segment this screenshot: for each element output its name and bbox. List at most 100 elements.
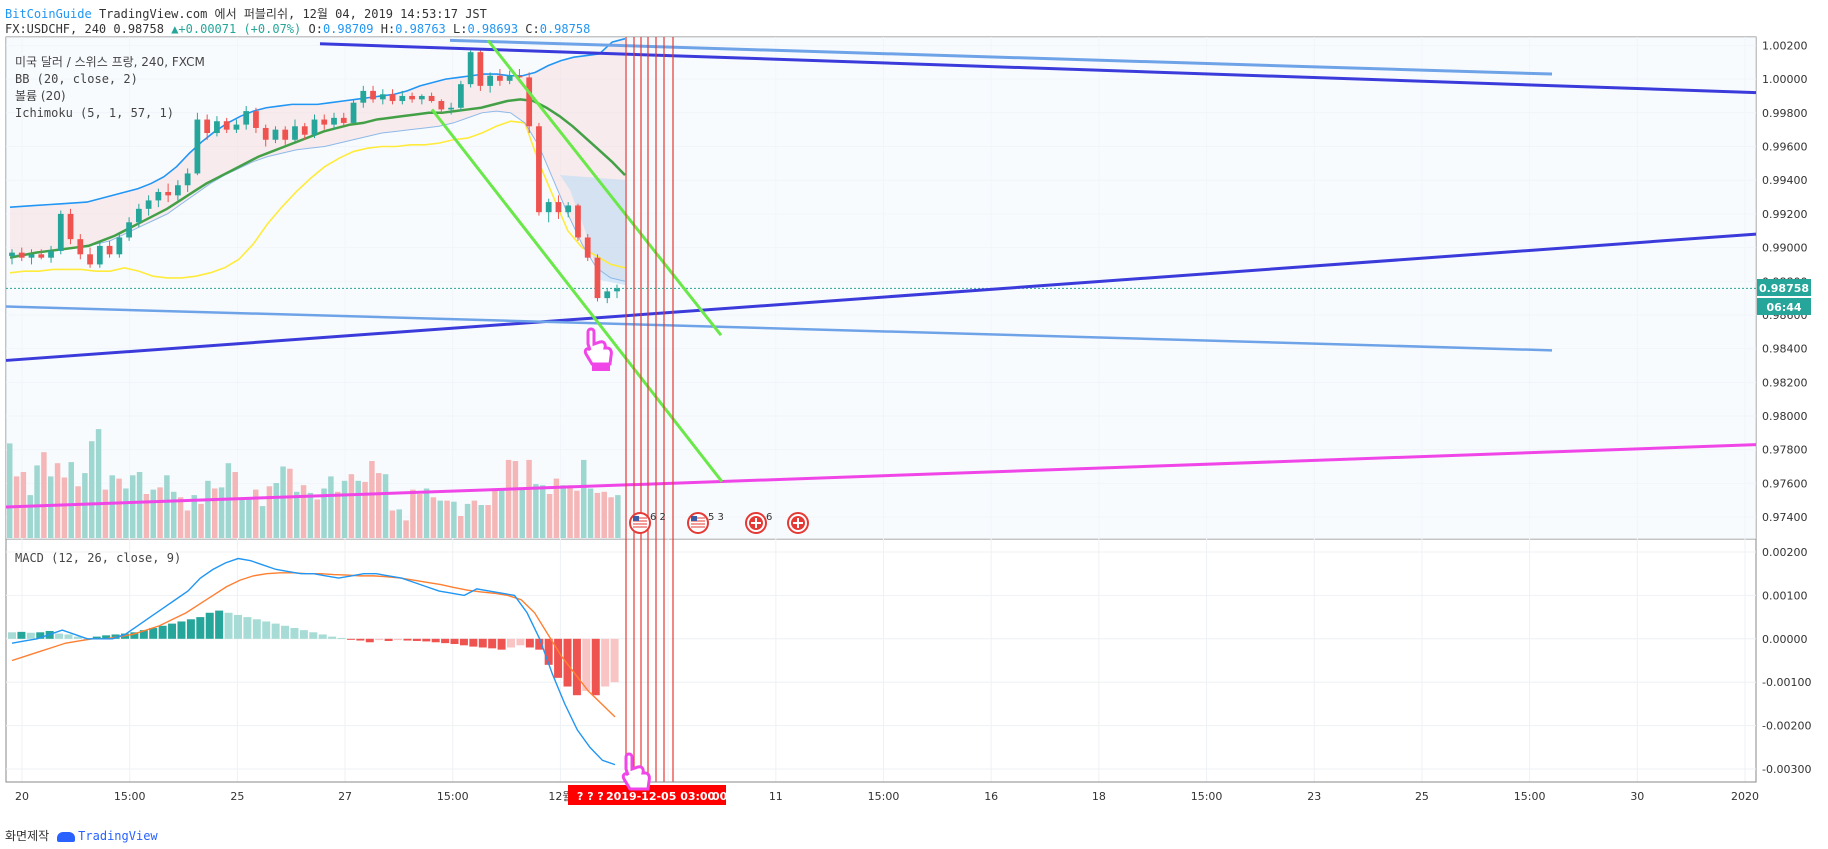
price-tick-label: 0.99400 — [1762, 174, 1808, 187]
ohlc-header: FX:USDCHF, 240 0.98758 ▲+0.00071 (+0.07%… — [5, 22, 590, 36]
volume-bar — [123, 488, 129, 538]
macd-histogram-bar — [233, 614, 242, 639]
candle-body — [379, 94, 386, 100]
volume-bar — [300, 485, 307, 538]
volume-bar — [136, 472, 143, 538]
macd-histogram-bar — [365, 638, 374, 643]
macd-histogram-bar — [375, 638, 384, 641]
pointing-hand-icon — [583, 327, 613, 371]
flag-canton — [633, 516, 639, 521]
candle-body — [555, 202, 562, 213]
candle-body — [331, 117, 337, 125]
candle-body — [126, 222, 132, 238]
time-tick-label: 30 — [1630, 790, 1644, 803]
footer-brand[interactable]: TradingView — [78, 829, 158, 843]
us-flag-icon[interactable]: 6 2 — [629, 512, 666, 534]
macd-histogram-bar — [158, 625, 167, 639]
macd-histogram-bar — [591, 638, 600, 696]
macd-histogram-bar — [337, 637, 346, 639]
footer: 화면제작 TradingView — [5, 827, 158, 844]
ch-flag-icon[interactable] — [787, 512, 809, 534]
candle-body — [116, 237, 123, 255]
macd-histogram-bar — [281, 625, 290, 639]
volume-bar — [348, 474, 355, 538]
candle-body — [526, 77, 533, 127]
macd-histogram-bar — [290, 627, 299, 639]
volume-bar — [280, 466, 286, 538]
trendline-falling — [319, 42, 1757, 95]
macd-tick-label: 0.00000 — [1762, 633, 1808, 646]
candles — [9, 48, 620, 304]
symbol-info: FX:USDCHF, 240 0.98758 — [5, 22, 164, 36]
volume-bar — [519, 487, 525, 538]
candle-body — [457, 84, 464, 108]
footer-prefix: 화면제작 — [5, 829, 50, 843]
macd-histogram-bar — [205, 612, 214, 639]
open-label: O: — [308, 22, 323, 36]
candle-body — [418, 95, 425, 100]
volume-bar — [458, 516, 464, 538]
time-tick-label: 15:00 — [437, 790, 469, 803]
macd-pane[interactable] — [5, 538, 1757, 783]
macd-tick-label: -0.00300 — [1762, 763, 1811, 776]
economic-events[interactable]: 6 2 5 3 6 — [629, 512, 809, 534]
candle-body — [194, 119, 201, 174]
candle-body — [584, 237, 591, 258]
candle-body — [428, 95, 435, 102]
volume-bar — [184, 510, 191, 538]
change-arrow-icon: ▲ — [171, 22, 179, 36]
legend-volume: 볼륨 (20) — [15, 89, 66, 103]
volume-bar — [328, 476, 334, 538]
axes: 1.00200 1.00000 0.99800 0.99600 0.99400 0.992… — [6, 39, 1811, 803]
macd-histogram-bar — [177, 621, 186, 639]
candle-body — [614, 288, 620, 292]
candle-body — [360, 90, 367, 103]
macd-histogram-bar — [403, 638, 412, 641]
time-tick-label: 23 — [1307, 790, 1321, 803]
time-tick-label: 27 — [338, 790, 352, 803]
macd-histogram-bar — [356, 638, 365, 641]
candle-body — [184, 173, 191, 186]
volume-bar — [574, 490, 580, 538]
volume-bar — [485, 505, 491, 538]
time-tick-label: 15:00 — [868, 790, 900, 803]
event-label: 6 2 — [650, 512, 666, 523]
macd-histogram-bar — [412, 638, 421, 641]
crosshair-time: 2019-12-05 03:00 — [606, 790, 716, 803]
volume-bar — [218, 487, 225, 538]
svg-text:? ? ?: ? ? ? — [577, 790, 604, 803]
volume-bar — [287, 468, 293, 538]
volume-bar — [253, 489, 259, 538]
volume-bar — [382, 474, 389, 538]
macd-histogram-bar — [525, 638, 534, 648]
indicator-lines — [6, 37, 1756, 289]
volume-bar — [177, 497, 184, 538]
volume-bar — [130, 475, 136, 538]
candle-body — [350, 102, 357, 123]
volume-bar — [34, 465, 40, 538]
macd-histogram-bar — [299, 630, 308, 639]
volume-bar — [294, 491, 300, 538]
macd-indicator — [8, 557, 619, 766]
volume-bar — [417, 494, 423, 538]
macd-histogram-bar — [497, 638, 506, 650]
last-price-tag: 0.98758 06:44 — [1757, 279, 1811, 315]
us-flag-icon[interactable]: 5 3 — [687, 512, 724, 534]
brand-link[interactable]: BitCoinGuide — [5, 7, 92, 21]
trend-drawings[interactable] — [5, 37, 1757, 782]
volume-bar — [109, 475, 115, 538]
candle-body — [96, 245, 103, 265]
volume-bar — [89, 441, 95, 538]
volume-bar — [410, 489, 416, 538]
candle-body — [106, 245, 113, 255]
volume-bar — [321, 488, 327, 538]
macd-histogram-bar — [488, 638, 497, 649]
macd-histogram-bar — [26, 632, 35, 639]
legend-ichimoku: Ichimoku (5, 1, 57, 1) — [15, 106, 174, 120]
macd-tick-label: -0.00200 — [1762, 720, 1811, 733]
kijun-line — [9, 120, 626, 279]
ch-flag-icon[interactable]: 6 — [745, 512, 772, 534]
candle-body — [38, 254, 45, 258]
volume-bar — [389, 510, 396, 538]
